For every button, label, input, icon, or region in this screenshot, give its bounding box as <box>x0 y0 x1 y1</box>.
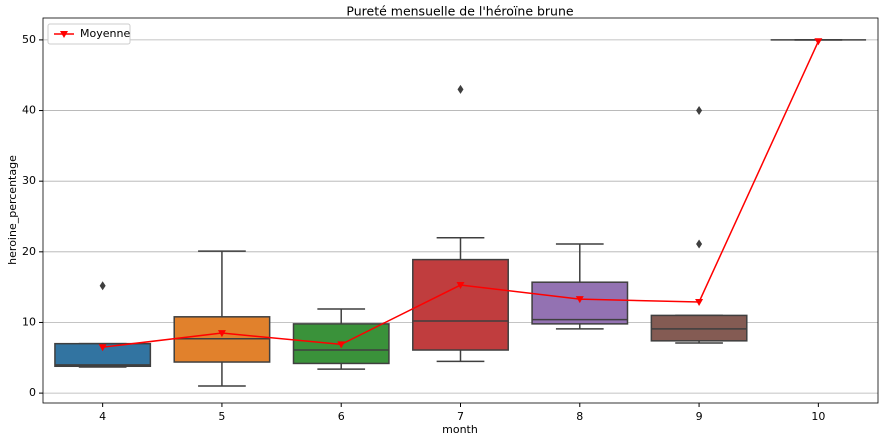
x-tick-label: 5 <box>218 410 225 423</box>
outlier <box>457 84 464 94</box>
legend-box <box>47 23 131 45</box>
y-tick-label: 10 <box>22 315 36 328</box>
x-axis-label: month <box>442 423 478 436</box>
box <box>412 258 509 351</box>
y-tick-label: 0 <box>29 386 36 399</box>
y-tick-label: 50 <box>22 33 36 46</box>
mean-marker <box>98 344 107 352</box>
mean-marker <box>217 330 226 338</box>
chart-title: Pureté mensuelle de l'héroïne brune <box>346 4 573 19</box>
outlier <box>696 239 703 249</box>
mean-marker <box>814 38 823 46</box>
x-tick-label: 8 <box>576 410 583 423</box>
y-axis-label: heroine_percentage <box>6 155 19 265</box>
mean-marker <box>575 296 584 304</box>
x-tick-label: 4 <box>99 410 106 423</box>
x-tick-label: 7 <box>457 410 464 423</box>
y-tick-label: 40 <box>22 104 36 117</box>
mean-marker <box>456 282 465 290</box>
legend-marker <box>60 31 68 38</box>
x-tick-label: 9 <box>696 410 703 423</box>
mean-marker <box>337 341 346 349</box>
y-tick-label: 30 <box>22 174 36 187</box>
box <box>54 342 152 368</box>
y-tick-label: 20 <box>22 245 36 258</box>
mean-marker <box>695 298 704 306</box>
legend-label: Moyenne <box>80 27 130 40</box>
outlier <box>696 106 703 116</box>
x-tick-label: 10 <box>811 410 825 423</box>
x-tick-label: 6 <box>338 410 345 423</box>
outlier <box>99 281 106 291</box>
plot-frame <box>42 17 879 404</box>
